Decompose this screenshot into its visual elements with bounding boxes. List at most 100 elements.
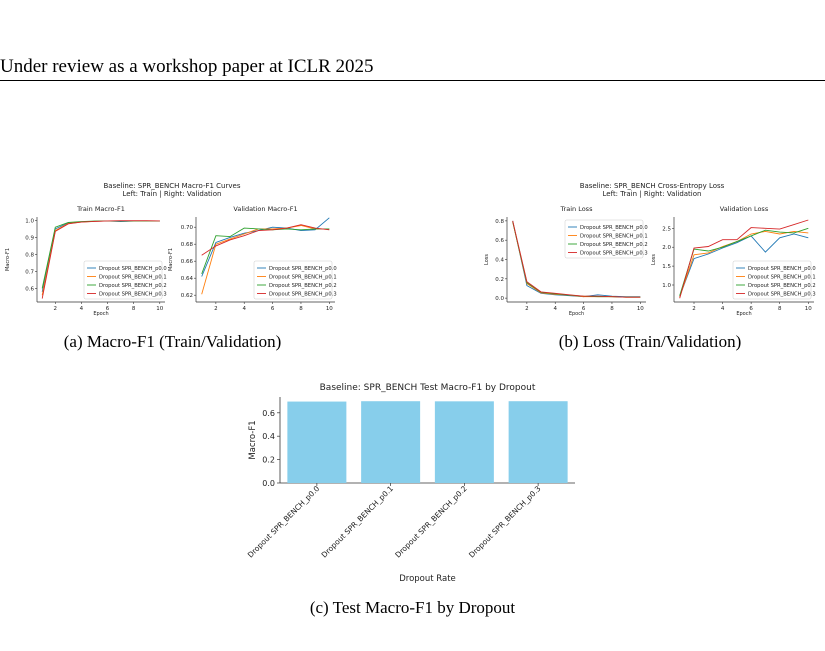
y-tick-label: 0.6 [262,409,275,418]
bar-0 [287,401,347,483]
legend-label-2: Dropout SPR_BENCH_p0.2 [580,242,648,248]
x-tick-label: 4 [553,306,557,312]
panel-train-macro-f1: Train Macro-F1 2 4 6 8 10 0.6 0.7 0.8 0.9 1.0 Epoch… [5,205,167,317]
series-line-3 [41,220,160,299]
y-axis-label: Loss [651,254,657,265]
figure-loss: Baseline: SPR_BENCH Cross-Entropy Loss L… [484,182,816,317]
legend-box [253,260,333,300]
series-line-2 [201,227,330,275]
legend-label-0: Dropout SPR_BENCH_p0.0 [748,266,816,272]
panel-validation-macro-f1: Validation Macro-F1 2 4 6 8 10 0.62 0.64 0.66 0.6… [168,205,337,312]
y-tick-label: 0.8 [495,219,504,225]
legend-label-2: Dropout SPR_BENCH_p0.2 [99,283,167,289]
y-tick-label: 2.0 [662,245,671,251]
x-tick-label: 8 [299,306,303,312]
x-tick-label: Dropout SPR_BENCH_p0.3 [467,484,543,560]
panel-train-loss: Train Loss 2 4 6 8 10 0.0 0.2 0.4 0.6 0.8 Epoch Loss… [484,205,648,317]
legend-label-2: Dropout SPR_BENCH_p0.2 [748,283,816,289]
y-tick-label: 0.4 [262,432,275,441]
series-line-3 [679,219,809,299]
y-tick-label: 1.0 [25,218,34,224]
panel-title: Train Macro-F1 [76,205,125,213]
series-line-3 [512,220,641,298]
x-tick-label: 10 [156,306,163,312]
x-tick-label: 2 [525,306,529,312]
y-tick-label: 0.2 [262,456,275,465]
panel-title: Validation Macro-F1 [233,205,297,213]
legend-label-1: Dropout SPR_BENCH_p0.1 [748,275,816,281]
fig-a-suptitle-2: Left: Train | Right: Validation [123,190,222,198]
x-tick-label: 4 [80,306,84,312]
y-axis-label: Loss [484,254,490,265]
legend-label-1: Dropout SPR_BENCH_p0.1 [99,275,167,281]
y-tick-label: 0.2 [495,277,504,283]
panel-title: Validation Loss [720,205,769,213]
y-tick-label: 0.68 [181,242,194,248]
x-tick-label: 8 [610,306,614,312]
chart-title: Baseline: SPR_BENCH Test Macro-F1 by Dro… [320,383,536,393]
bar-1 [361,401,421,483]
page-header: Under review as a workshop paper at ICLR… [0,56,374,77]
x-tick-label: 4 [242,306,246,312]
x-tick-label: 6 [582,306,586,312]
legend-label-3: Dropout SPR_BENCH_p0.3 [269,292,337,298]
fig-b-suptitle-2: Left: Train | Right: Validation [603,190,702,198]
legend-box [83,260,163,300]
figure-test-macro-f1: Baseline: SPR_BENCH Test Macro-F1 by Dro… [246,383,575,584]
y-tick-label: 0.9 [25,235,34,241]
x-tick-label: 6 [271,306,275,312]
caption-b: (b) Loss (Train/Validation) [558,332,742,351]
y-tick-label: 1.5 [662,264,671,270]
legend-label-3: Dropout SPR_BENCH_p0.3 [748,292,816,298]
x-tick-label: Dropout SPR_BENCH_p0.0 [246,484,322,560]
y-tick-label: 0.0 [262,479,275,488]
series-line-3 [201,224,330,256]
y-tick-label: 0.4 [495,258,504,264]
y-axis-label: Macro-F1 [168,248,174,271]
series-line-2 [679,227,809,296]
x-tick-label: 2 [214,306,218,312]
y-tick-label: 1.0 [662,283,671,289]
x-tick-label: 6 [106,306,110,312]
legend-label-2: Dropout SPR_BENCH_p0.2 [269,283,337,289]
x-tick-label: 2 [54,306,58,312]
y-axis-label: Macro-F1 [5,248,11,271]
x-tick-label: 10 [805,306,812,312]
figure-macro-f1: Baseline: SPR_BENCH Macro-F1 Curves Left… [5,182,337,317]
legend-label-0: Dropout SPR_BENCH_p0.0 [99,266,167,272]
x-tick-label: Dropout SPR_BENCH_p0.1 [320,484,396,560]
legend-label-0: Dropout SPR_BENCH_p0.0 [580,225,648,231]
x-tick-label: 8 [778,306,782,312]
x-tick-label: Dropout SPR_BENCH_p0.2 [393,484,469,560]
legend-label-1: Dropout SPR_BENCH_p0.1 [269,275,337,281]
x-tick-label: 10 [637,306,644,312]
header-rule [0,80,825,81]
caption-c: (c) Test Macro-F1 by Dropout [309,598,516,617]
x-axis-label: Epoch [736,311,751,317]
y-tick-label: 0.64 [181,276,194,282]
x-tick-label: 10 [326,306,333,312]
legend-box [564,219,644,259]
x-tick-label: 4 [721,306,725,312]
x-axis-label: Epoch [569,311,584,317]
y-tick-label: 0.7 [25,269,34,275]
y-tick-label: 0.70 [181,225,194,231]
x-axis-label: Epoch [93,311,108,317]
y-tick-label: 0.6 [495,238,504,244]
fig-a-suptitle-1: Baseline: SPR_BENCH Macro-F1 Curves [104,182,241,190]
y-tick-label: 0.0 [495,296,504,302]
bar-2 [434,401,494,483]
legend-box [732,260,812,300]
legend-label-0: Dropout SPR_BENCH_p0.0 [269,266,337,272]
panel-title: Train Loss [560,205,594,213]
y-tick-label: 0.62 [181,293,193,299]
x-tick-label: 6 [749,306,753,312]
x-tick-label: 8 [132,306,136,312]
y-tick-label: 2.5 [662,226,671,232]
panel-test-macro-f1-bars: Baseline: SPR_BENCH Test Macro-F1 by Dro… [246,383,575,584]
y-tick-label: 0.6 [25,286,34,292]
caption-a: (a) Macro-F1 (Train/Validation) [63,332,282,351]
y-tick-label: 0.66 [181,259,194,265]
legend-label-3: Dropout SPR_BENCH_p0.3 [580,251,648,257]
bar-3 [508,401,568,483]
